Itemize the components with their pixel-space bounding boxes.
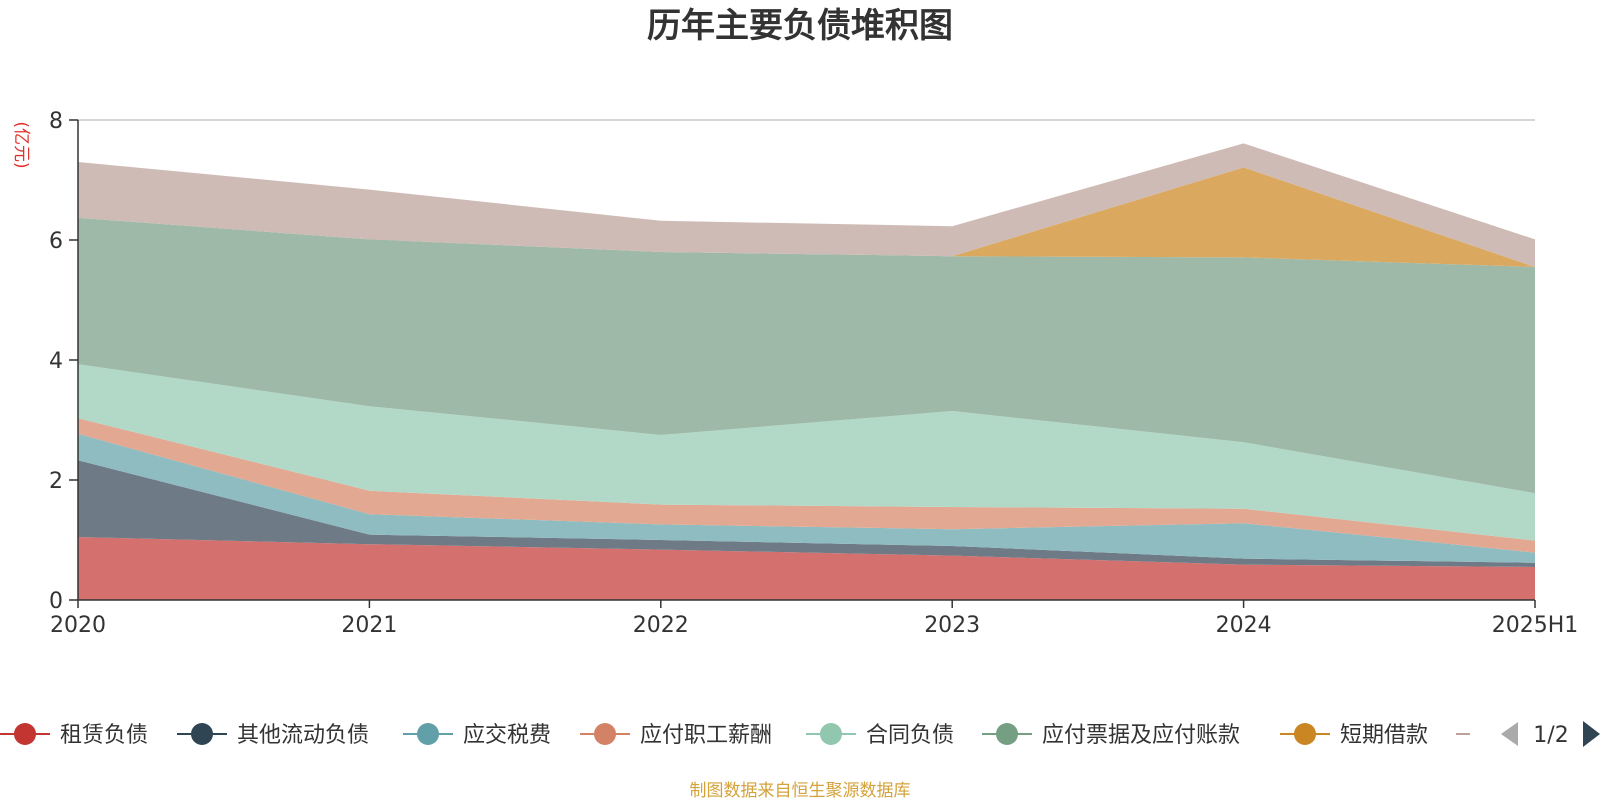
y-tick-label: 0: [49, 589, 63, 614]
x-tick-label: 2025H1: [1492, 613, 1579, 638]
legend-label: 应付票据及应付账款: [1042, 723, 1240, 748]
legend-label: 合同负债: [866, 723, 954, 748]
legend-swatch-dot: [1294, 723, 1316, 745]
legend-swatch-dot: [996, 723, 1018, 745]
legend-label: 租赁负债: [60, 723, 148, 748]
axes: 0 2 4 6 8 2020 2021 2022 2023 2024 2025H1: [49, 109, 1578, 638]
area-series-5: [78, 217, 1535, 494]
legend-label: 其他流动负债: [237, 723, 369, 748]
legend-item[interactable]: 应交税费: [403, 723, 551, 748]
legend-prev-page-icon[interactable]: [1501, 722, 1518, 746]
area-series-2: [78, 433, 1535, 563]
x-tick-label: 2022: [633, 613, 689, 638]
x-tick-label: 2023: [924, 613, 980, 638]
legend-label: 应交税费: [463, 723, 551, 748]
area-series-0: [78, 537, 1535, 600]
legend-swatch-dot: [1470, 723, 1492, 745]
legend-item[interactable]: 应付职工薪酬: [580, 723, 772, 748]
area-series-6: [78, 167, 1535, 267]
x-tick-label: 2021: [341, 613, 397, 638]
y-tick-label: 6: [49, 229, 63, 254]
legend-label: 短期借款: [1340, 723, 1428, 748]
legend-item[interactable]: [1456, 723, 1506, 745]
area-series-4: [78, 364, 1535, 541]
legend-item[interactable]: 其他流动负债: [177, 723, 369, 748]
y-axis-unit-label: (亿元): [11, 121, 31, 168]
legend-next-page-icon[interactable]: [1583, 721, 1600, 747]
y-tick-label: 8: [49, 109, 63, 134]
legend-page-indicator: 1/2: [1533, 723, 1568, 748]
legend-swatch-dot: [594, 723, 616, 745]
data-source-note: 制图数据来自恒生聚源数据库: [690, 781, 911, 800]
x-tick-label: 2020: [50, 613, 106, 638]
x-tick-label: 2024: [1216, 613, 1272, 638]
chart-title: 历年主要负债堆积图: [647, 6, 953, 46]
legend-swatch-dot: [417, 723, 439, 745]
area-series-group: [78, 143, 1535, 600]
legend-items: 租赁负债 其他流动负债 应交税费 应付职工薪酬 合同负债 应付票据及应付账款 短期借款: [0, 723, 1506, 748]
area-series-3: [78, 418, 1535, 553]
legend-item[interactable]: 短期借款: [1280, 723, 1428, 748]
legend-swatch-dot: [191, 723, 213, 745]
legend-label: 应付职工薪酬: [640, 723, 772, 748]
legend-swatch-dot: [820, 723, 842, 745]
legend-item[interactable]: 合同负债: [806, 723, 954, 748]
legend: 租赁负债 其他流动负债 应交税费 应付职工薪酬 合同负债 应付票据及应付账款 短期借款 1/2: [0, 721, 1600, 748]
y-tick-label: 4: [49, 349, 63, 374]
legend-item[interactable]: 应付票据及应付账款: [982, 723, 1240, 748]
legend-swatch-dot: [14, 723, 36, 745]
y-tick-label: 2: [49, 469, 63, 494]
legend-item[interactable]: 租赁负债: [0, 723, 148, 748]
area-series-7: [78, 143, 1535, 267]
area-series-1: [78, 460, 1535, 567]
